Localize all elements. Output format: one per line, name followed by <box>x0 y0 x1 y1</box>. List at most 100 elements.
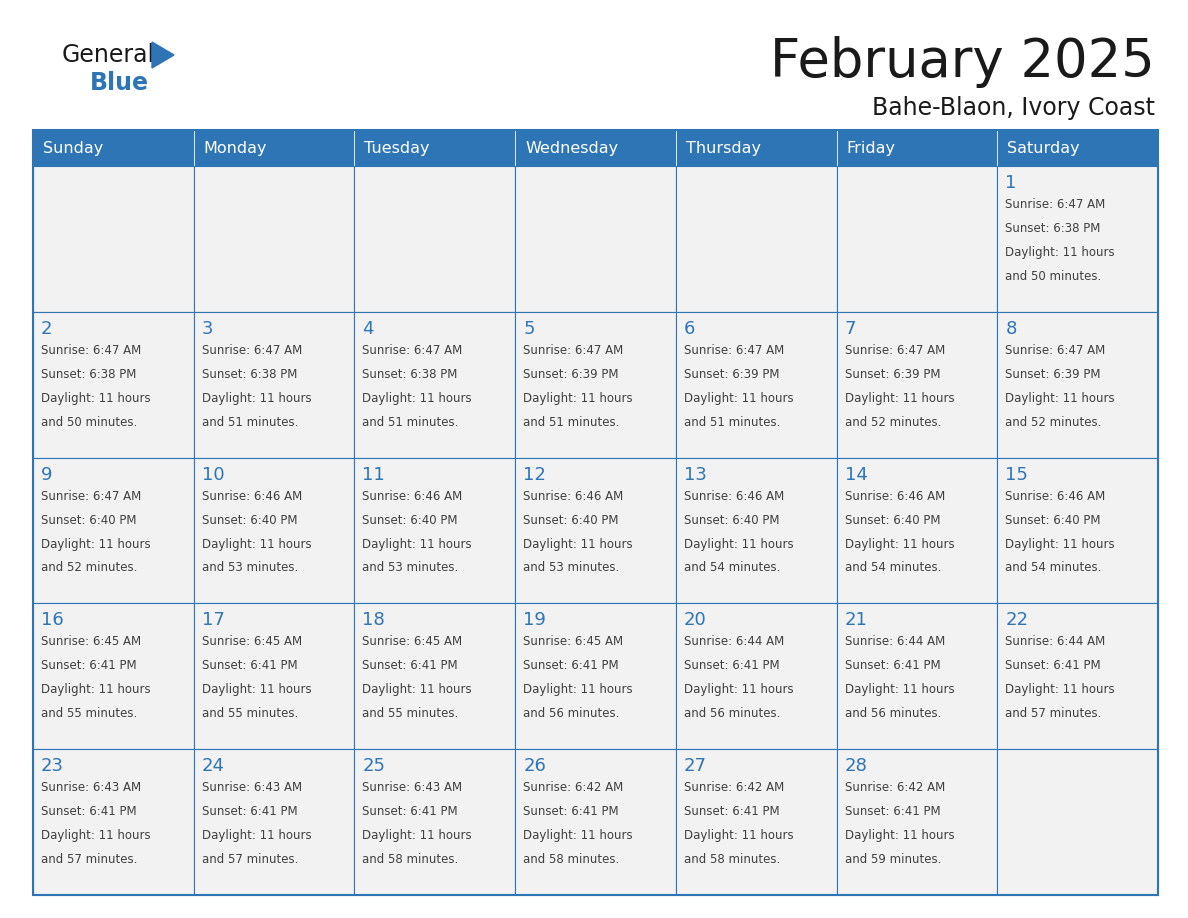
Bar <box>997 457 1158 603</box>
Bar <box>354 749 516 895</box>
Bar <box>194 603 354 749</box>
Text: Blue: Blue <box>90 71 148 95</box>
Bar <box>33 603 194 749</box>
Text: Daylight: 11 hours: Daylight: 11 hours <box>684 392 794 405</box>
Text: and 58 minutes.: and 58 minutes. <box>362 853 459 866</box>
Text: Sunset: 6:39 PM: Sunset: 6:39 PM <box>684 368 779 381</box>
Text: Sunrise: 6:45 AM: Sunrise: 6:45 AM <box>42 635 141 648</box>
Bar <box>516 457 676 603</box>
Bar <box>997 603 1158 749</box>
Text: Daylight: 11 hours: Daylight: 11 hours <box>362 683 472 697</box>
Text: and 51 minutes.: and 51 minutes. <box>684 416 781 429</box>
Bar <box>516 312 676 457</box>
Bar <box>516 130 676 166</box>
Text: and 54 minutes.: and 54 minutes. <box>684 562 781 575</box>
Text: Sunset: 6:41 PM: Sunset: 6:41 PM <box>42 805 137 818</box>
Text: 2: 2 <box>42 319 52 338</box>
Text: Sunset: 6:41 PM: Sunset: 6:41 PM <box>845 659 940 672</box>
Text: and 59 minutes.: and 59 minutes. <box>845 853 941 866</box>
Text: General: General <box>62 43 156 67</box>
Text: 16: 16 <box>42 611 64 630</box>
Text: Daylight: 11 hours: Daylight: 11 hours <box>362 392 472 405</box>
Text: Monday: Monday <box>203 140 267 155</box>
Text: Sunday: Sunday <box>43 140 103 155</box>
Text: Sunrise: 6:45 AM: Sunrise: 6:45 AM <box>202 635 302 648</box>
Text: Sunrise: 6:43 AM: Sunrise: 6:43 AM <box>202 781 302 794</box>
Text: 3: 3 <box>202 319 213 338</box>
Text: Sunset: 6:41 PM: Sunset: 6:41 PM <box>523 659 619 672</box>
Bar <box>354 166 516 312</box>
Bar <box>997 312 1158 457</box>
Text: 18: 18 <box>362 611 385 630</box>
Text: and 50 minutes.: and 50 minutes. <box>1005 270 1101 283</box>
Text: and 57 minutes.: and 57 minutes. <box>1005 707 1101 721</box>
Text: and 55 minutes.: and 55 minutes. <box>202 707 298 721</box>
Text: and 57 minutes.: and 57 minutes. <box>202 853 298 866</box>
Text: Daylight: 11 hours: Daylight: 11 hours <box>684 538 794 551</box>
Text: Sunset: 6:40 PM: Sunset: 6:40 PM <box>845 513 940 527</box>
Bar <box>516 166 676 312</box>
Text: 17: 17 <box>202 611 225 630</box>
Text: Daylight: 11 hours: Daylight: 11 hours <box>1005 246 1114 259</box>
Text: Sunrise: 6:46 AM: Sunrise: 6:46 AM <box>1005 489 1106 502</box>
Text: Sunrise: 6:44 AM: Sunrise: 6:44 AM <box>845 635 944 648</box>
Text: Daylight: 11 hours: Daylight: 11 hours <box>42 392 151 405</box>
Text: 7: 7 <box>845 319 857 338</box>
Text: and 56 minutes.: and 56 minutes. <box>523 707 619 721</box>
Text: Daylight: 11 hours: Daylight: 11 hours <box>523 829 633 842</box>
Text: and 52 minutes.: and 52 minutes. <box>42 562 138 575</box>
Text: Sunrise: 6:42 AM: Sunrise: 6:42 AM <box>684 781 784 794</box>
Text: Tuesday: Tuesday <box>365 140 430 155</box>
Text: 9: 9 <box>42 465 52 484</box>
Text: Sunset: 6:39 PM: Sunset: 6:39 PM <box>1005 368 1101 381</box>
Text: Daylight: 11 hours: Daylight: 11 hours <box>42 538 151 551</box>
Text: and 58 minutes.: and 58 minutes. <box>523 853 619 866</box>
Text: Daylight: 11 hours: Daylight: 11 hours <box>42 829 151 842</box>
Bar <box>836 166 997 312</box>
Text: Sunset: 6:41 PM: Sunset: 6:41 PM <box>523 805 619 818</box>
Text: 23: 23 <box>42 757 64 775</box>
Text: Sunset: 6:40 PM: Sunset: 6:40 PM <box>362 513 457 527</box>
Text: February 2025: February 2025 <box>770 36 1155 88</box>
Text: Saturday: Saturday <box>1007 140 1080 155</box>
Text: and 56 minutes.: and 56 minutes. <box>684 707 781 721</box>
Bar <box>676 457 836 603</box>
Bar <box>516 749 676 895</box>
Polygon shape <box>152 42 173 68</box>
Text: Sunset: 6:41 PM: Sunset: 6:41 PM <box>684 659 779 672</box>
Bar <box>676 130 836 166</box>
Text: 24: 24 <box>202 757 225 775</box>
Text: Sunset: 6:41 PM: Sunset: 6:41 PM <box>202 659 297 672</box>
Bar <box>676 312 836 457</box>
Text: 11: 11 <box>362 465 385 484</box>
Text: Sunset: 6:41 PM: Sunset: 6:41 PM <box>1005 659 1101 672</box>
Bar <box>354 130 516 166</box>
Text: Sunset: 6:39 PM: Sunset: 6:39 PM <box>523 368 619 381</box>
Text: Sunset: 6:40 PM: Sunset: 6:40 PM <box>202 513 297 527</box>
Bar <box>354 603 516 749</box>
Bar <box>836 312 997 457</box>
Bar <box>33 749 194 895</box>
Bar <box>997 749 1158 895</box>
Text: Daylight: 11 hours: Daylight: 11 hours <box>523 392 633 405</box>
Text: and 52 minutes.: and 52 minutes. <box>845 416 941 429</box>
Bar <box>516 603 676 749</box>
Text: Thursday: Thursday <box>685 140 760 155</box>
Text: Daylight: 11 hours: Daylight: 11 hours <box>523 683 633 697</box>
Text: 28: 28 <box>845 757 867 775</box>
Text: Sunset: 6:41 PM: Sunset: 6:41 PM <box>362 805 459 818</box>
Text: and 55 minutes.: and 55 minutes. <box>362 707 459 721</box>
Bar <box>997 166 1158 312</box>
Text: Sunrise: 6:44 AM: Sunrise: 6:44 AM <box>684 635 784 648</box>
Text: and 51 minutes.: and 51 minutes. <box>362 416 459 429</box>
Bar <box>33 312 194 457</box>
Text: Sunrise: 6:45 AM: Sunrise: 6:45 AM <box>523 635 624 648</box>
Text: 1: 1 <box>1005 174 1017 192</box>
Text: 10: 10 <box>202 465 225 484</box>
Text: Sunset: 6:38 PM: Sunset: 6:38 PM <box>42 368 137 381</box>
Text: Sunset: 6:41 PM: Sunset: 6:41 PM <box>362 659 459 672</box>
Bar <box>33 457 194 603</box>
Text: Sunrise: 6:45 AM: Sunrise: 6:45 AM <box>362 635 462 648</box>
Text: Sunrise: 6:42 AM: Sunrise: 6:42 AM <box>523 781 624 794</box>
Text: 20: 20 <box>684 611 707 630</box>
